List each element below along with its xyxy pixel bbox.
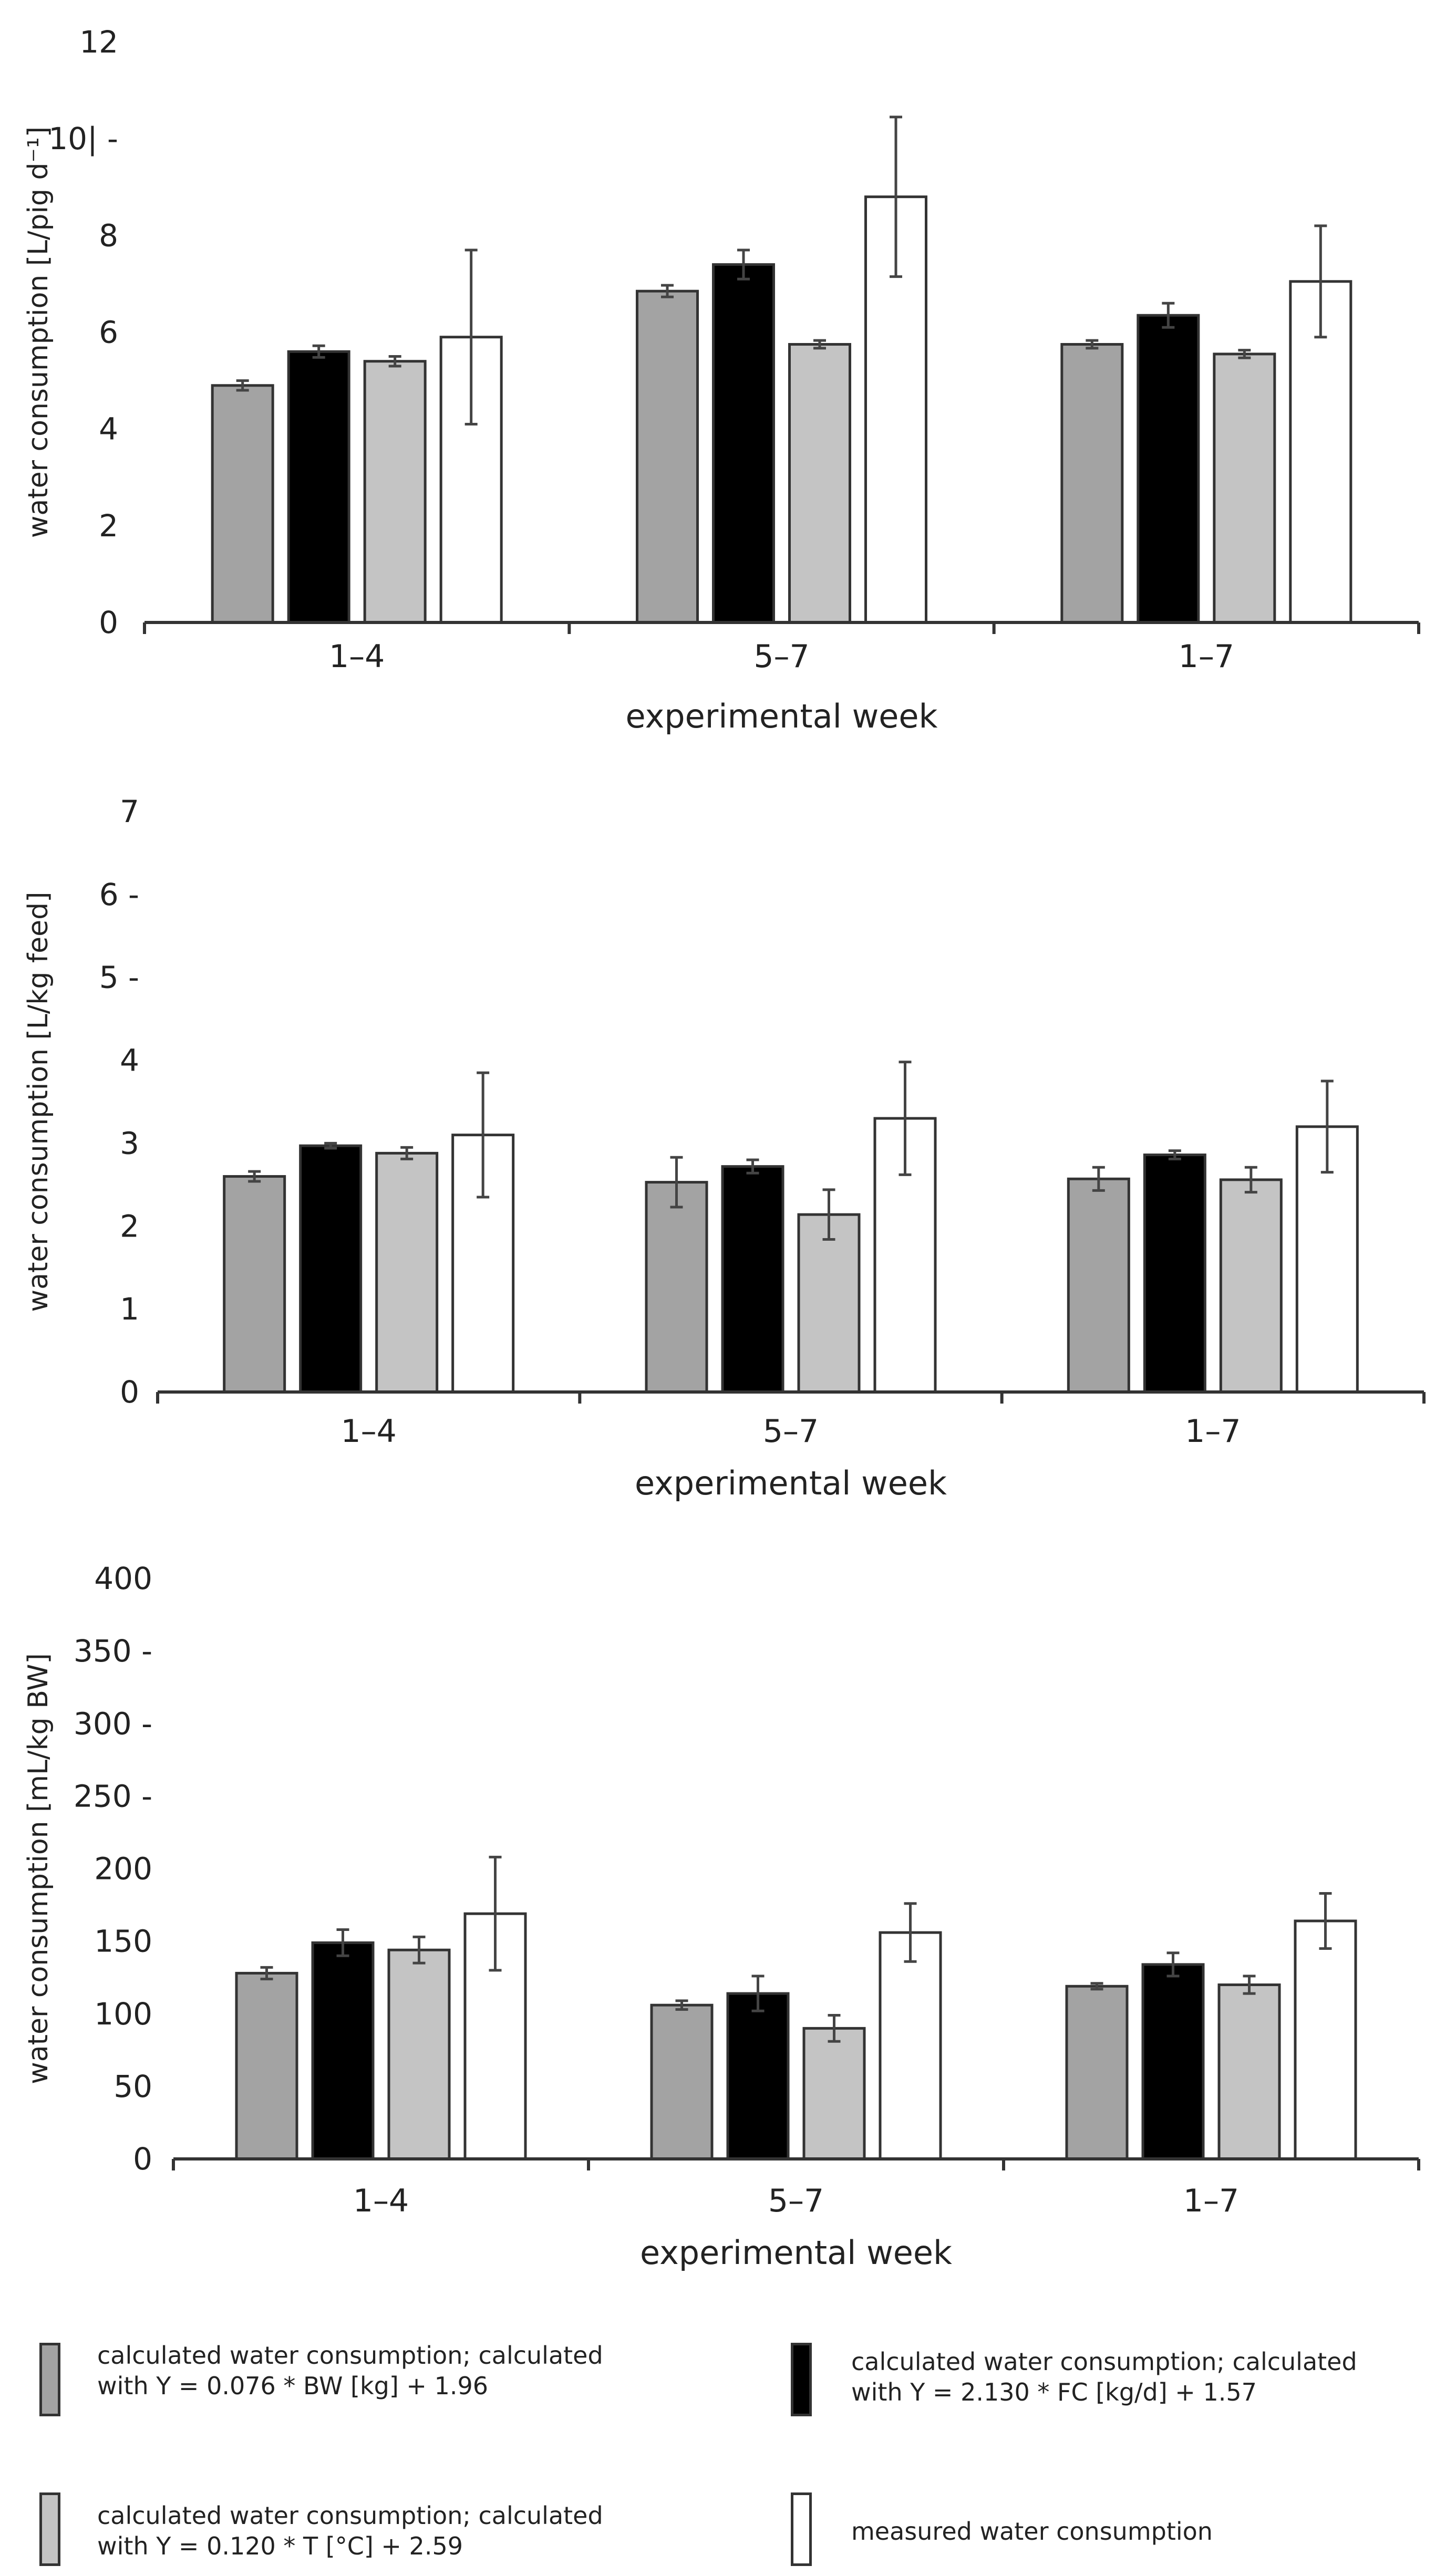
- bar-fc: [726, 1992, 790, 2160]
- bar-temp: [1217, 1983, 1281, 2160]
- legend-swatch-temp: [39, 2492, 60, 2566]
- y-tick-label: 300 -: [74, 1706, 152, 1741]
- x-tick-label: 1–7: [1183, 2183, 1239, 2219]
- x-tick-label: 5–7: [768, 2183, 824, 2219]
- bar-bw: [1060, 343, 1124, 624]
- bar-temp: [1219, 1178, 1283, 1394]
- y-tick-label: 250 -: [74, 1778, 152, 1814]
- bar-fc: [311, 1941, 375, 2160]
- legend-swatch-bw: [39, 2343, 60, 2416]
- bar-fc: [1141, 1963, 1205, 2160]
- x-tick-label: 1–4: [329, 638, 385, 675]
- bar-measured: [879, 1931, 942, 2160]
- bar-fc: [721, 1165, 784, 1394]
- y-tick-label: 100: [94, 1996, 152, 2032]
- bar-temp: [788, 343, 851, 624]
- bar-temp: [1213, 352, 1276, 624]
- y-tick-label: 6 -: [99, 877, 139, 912]
- chart-panel-2: 0 1 2 3 4 5 - 6 - 7 water consumption [L/kg feed…: [23, 794, 1426, 1502]
- bar-fc: [1143, 1154, 1206, 1394]
- y-axis-label: water consumption [L/pig d⁻¹]: [23, 127, 54, 538]
- bar-bw: [235, 1971, 298, 2160]
- y-tick-label: 50: [113, 2069, 152, 2104]
- x-tick-label: 1–7: [1179, 638, 1234, 675]
- y-tick-label: 4: [99, 411, 118, 447]
- x-axis-label: experimental week: [640, 2234, 952, 2272]
- bar-temp: [797, 1213, 861, 1394]
- y-tick-label: 7: [120, 794, 139, 829]
- bar-temp: [363, 360, 427, 624]
- bar-bw: [636, 289, 699, 624]
- bar-temp: [802, 2027, 866, 2160]
- y-tick-label: 6: [99, 315, 118, 350]
- x-tick-label: 5–7: [753, 638, 809, 675]
- y-tick-label: 0: [120, 1374, 139, 1410]
- y-tick-label: 350 -: [74, 1633, 152, 1669]
- y-axis-label: water consumption [mL/kg BW]: [23, 1653, 54, 2084]
- bar-temp: [375, 1151, 439, 1394]
- y-axis-label: water consumption [L/kg feed]: [23, 892, 54, 1312]
- legend-swatch-fc: [791, 2343, 812, 2416]
- chart-panel-1: 0 2 4 6 8 10| - 12 water consumption [L/pig d⁻¹…: [23, 24, 1420, 735]
- x-tick-label: 5–7: [763, 1413, 819, 1450]
- y-tick-label: 2: [120, 1208, 139, 1244]
- x-tick-label: 1–7: [1185, 1413, 1241, 1450]
- y-tick-label: 5 -: [99, 960, 139, 995]
- bar-fc: [299, 1144, 363, 1394]
- bar-fc: [287, 350, 350, 624]
- y-tick-label: 200: [94, 1851, 152, 1887]
- legend-swatch-measured: [791, 2492, 812, 2566]
- bar-fc: [1137, 314, 1200, 624]
- bar-bw: [1067, 1177, 1130, 1394]
- y-tick-label: 12: [79, 24, 118, 60]
- y-tick-label: 400: [94, 1561, 152, 1596]
- y-tick-label: 2: [99, 508, 118, 544]
- bar-bw: [223, 1175, 286, 1394]
- legend-label-bw: calculated water consumption; calculated…: [97, 2341, 603, 2400]
- y-tick-label: 1: [120, 1291, 139, 1327]
- y-tick-label: 0: [133, 2141, 152, 2177]
- bar-measured: [1294, 1919, 1357, 2160]
- bar-bw: [650, 2003, 714, 2160]
- chart-panel-3: 0 50 100 150 200 250 - 300 - 350 - 400 water cons…: [23, 1561, 1420, 2272]
- x-tick-label: 1–4: [340, 1413, 396, 1450]
- x-tick-label: 1–4: [353, 2183, 409, 2219]
- x-axis-label: experimental week: [626, 697, 938, 735]
- y-tick-label: 8: [99, 217, 118, 253]
- bar-fc: [712, 263, 775, 624]
- y-tick-label: 10| -: [48, 121, 118, 157]
- y-tick-label: 150: [94, 1924, 152, 1959]
- y-tick-label: 4: [120, 1043, 139, 1078]
- legend-label-temp: calculated water consumption; calculated…: [97, 2501, 603, 2560]
- bar-bw: [645, 1181, 708, 1394]
- legend-label-fc: calculated water consumption; calculated…: [851, 2348, 1357, 2406]
- y-tick-label: 3: [120, 1125, 139, 1161]
- bar-temp: [387, 1948, 451, 2160]
- bar-bw: [1065, 1985, 1129, 2160]
- bar-bw: [211, 384, 274, 624]
- x-axis-label: experimental week: [635, 1464, 947, 1502]
- legend-label-measured: measured water consumption: [851, 2517, 1213, 2546]
- y-tick-label: 0: [99, 605, 118, 640]
